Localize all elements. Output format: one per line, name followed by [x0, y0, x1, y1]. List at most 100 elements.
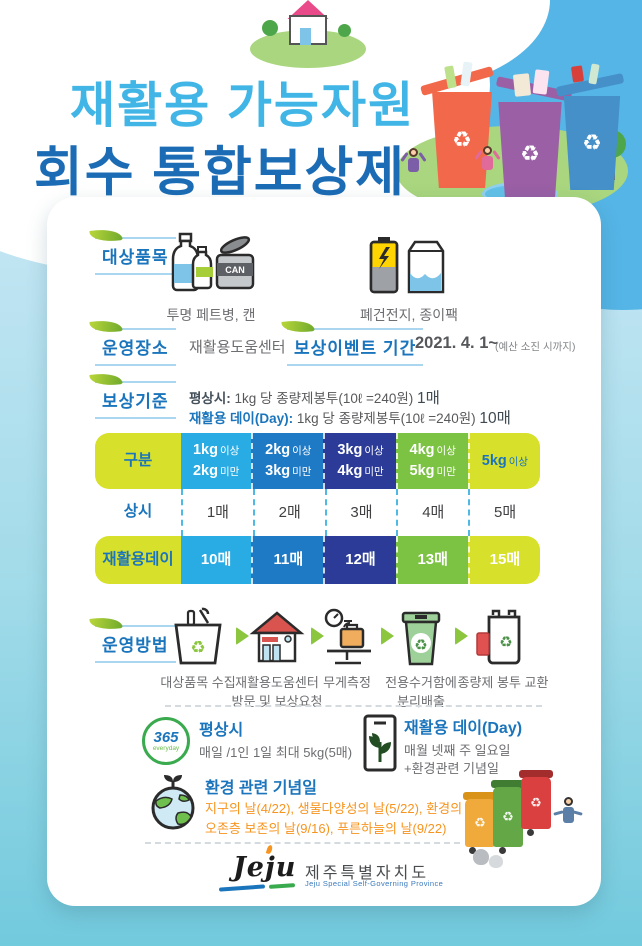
- table-header-row: 구분 1kg 이상 2kg 미만 2kg 이상 3kg 미만 3kg 이상 4kg 미만 4…: [95, 433, 540, 489]
- section-label-method: 운영방법: [89, 615, 176, 663]
- bin-wheel: [469, 847, 476, 854]
- recycle-icon: ♻: [520, 141, 540, 166]
- recycle-center-icon: [249, 611, 305, 663]
- normal-day-title: 평상시: [199, 722, 244, 739]
- anniversary-title: 환경 관련 기념일: [205, 780, 317, 797]
- leaf-icon: [89, 615, 123, 632]
- recycle-icon: ♻: [530, 795, 542, 810]
- target-items-caption-1: 투명 페트병, 캔: [166, 307, 256, 323]
- table-day-row: 재활용데이 10매 11매 12매 13매 15매: [95, 536, 540, 584]
- bin-lid-illustration: [519, 770, 553, 778]
- anniversary-line2: 오존층 보존의 날(9/16), 푸른하늘의 날(9/22): [205, 821, 447, 836]
- poster-title-line1: 재활용 가능자원: [70, 79, 416, 133]
- bin-lid-illustration: [491, 780, 525, 788]
- sprout-sign-icon: [363, 714, 397, 772]
- table-range-cell: 5kg 이상: [467, 433, 540, 489]
- person-illustration: [400, 148, 427, 182]
- leaf-icon: [281, 318, 315, 335]
- table-row-label: 상시: [123, 503, 153, 521]
- recycle-day-desc1: 매월 넷째 주 일요일: [404, 743, 511, 758]
- collection-box-icon: ♻: [401, 611, 441, 666]
- person-illustration: [474, 146, 501, 180]
- section-label-event-period: 보상이벤트 기간: [281, 318, 424, 366]
- event-period-note: (예산 소진 시까지): [495, 341, 576, 353]
- leaf-icon: [89, 227, 123, 244]
- poster-title-line2: 회수 통합보상제: [34, 143, 407, 202]
- paper-scrap-illustration: [532, 69, 550, 95]
- step-arrow-icon: [455, 627, 468, 645]
- event-period-value: 2021. 4. 1~: [415, 334, 499, 352]
- recycle-icon: ♻: [499, 634, 512, 651]
- section-label-criteria: 보상기준: [89, 371, 176, 419]
- divider: [165, 705, 542, 707]
- table-day-cell: 10매: [181, 536, 252, 584]
- normal-day-desc: 매일 /1인 1일 최대 5kg(5매): [199, 745, 353, 760]
- table-normal-cell: 4매: [396, 489, 468, 536]
- recycle-day-title: 재활용 데이(Day): [404, 720, 523, 737]
- table-day-cell: 13매: [395, 536, 468, 584]
- recycle-day-desc2: +환경관련 기념일: [404, 761, 499, 776]
- table-day-cell: 12매: [323, 536, 396, 584]
- content-card: 대상품목 CAN 투명 페트병, 캔 폐건전지, 종이팩: [47, 197, 601, 906]
- table-normal-cell: 5매: [468, 489, 540, 536]
- method-step-5: ♻ 종량제 봉투 교환: [453, 607, 553, 693]
- weight-scale-icon: [324, 608, 371, 665]
- step-arrow-icon: [311, 627, 324, 645]
- recycle-bin-blue-illustration: ♻: [563, 96, 621, 190]
- bin-wheel: [499, 847, 506, 854]
- table-day-cell: 15매: [467, 536, 540, 584]
- section-label-place: 운영장소: [89, 318, 176, 366]
- table-day-cell: 11매: [251, 536, 324, 584]
- recycle-icon: ♻: [582, 130, 602, 155]
- person-illustration: [553, 797, 583, 831]
- recycle-icon: ♻: [502, 809, 514, 824]
- table-range-cell: 4kg 이상 5kg 미만: [395, 433, 468, 489]
- target-items-caption-2: 폐건전지, 종이팩: [360, 307, 458, 323]
- criteria-line-2: 재활용 데이(Day): 1kg 당 종량제봉투(10ℓ =240원) 10매: [189, 410, 511, 427]
- trash-bag-illustration: [489, 855, 503, 868]
- criteria-line-1: 평상시: 1kg 당 종량제봉투(10ℓ =240원) 1매: [189, 390, 440, 407]
- table-range-cell: 2kg 이상 3kg 미만: [251, 433, 324, 489]
- 365-everyday-badge: 365 everyday: [142, 717, 190, 765]
- table-range-cell: 3kg 이상 4kg 미만: [323, 433, 396, 489]
- battery-carton-icon: [369, 237, 445, 294]
- divider: [145, 842, 460, 844]
- pet-bottle-can-icon: CAN: [171, 232, 255, 292]
- method-step-3: 무게측정: [297, 607, 397, 693]
- method-step-4: ♻ 전용수거함에 분리배출: [371, 607, 471, 712]
- leaf-icon: [89, 371, 123, 388]
- small-bin-red-illustration: ♻: [521, 777, 551, 829]
- recycle-icon: ♻: [474, 815, 486, 830]
- small-bin-yellow-illustration: ♻: [465, 799, 495, 847]
- step-arrow-icon: [236, 627, 249, 645]
- org-name-en: Jeju Special Self-Governing Province: [305, 879, 444, 888]
- method-step-1: ♻ 대상품목 수집: [148, 607, 248, 693]
- step-arrow-icon: [381, 627, 394, 645]
- anniversary-line1: 지구의 날(4/22), 생물다양성의 날(5/22), 환경의 날(6/5),: [205, 801, 508, 816]
- recycle-bin-purple-illustration: ♻: [498, 102, 562, 206]
- table-range-cell: 1kg 이상 2kg 미만: [181, 433, 252, 489]
- bin-wheel: [527, 829, 534, 836]
- table-normal-cell: 3매: [324, 489, 397, 536]
- jeju-logo: Jeju: [218, 844, 296, 892]
- recycle-icon: ♻: [414, 637, 427, 654]
- bag-exchange-icon: ♻: [476, 609, 521, 665]
- logo-underline-green: [268, 883, 296, 889]
- org-name: 제주특별자치도: [305, 865, 430, 882]
- trash-bag-illustration: [473, 849, 489, 865]
- cup-scrap-illustration: [570, 65, 585, 83]
- section-label-target-items: 대상품목: [89, 227, 176, 275]
- earth-sprout-icon: [151, 775, 195, 830]
- recycle-icon: ♻: [190, 638, 205, 657]
- house-door-illustration: [300, 28, 311, 45]
- table-col-header: 구분: [95, 433, 181, 489]
- table-normal-cell: 2매: [252, 489, 325, 536]
- table-normal-cell: 1매: [181, 489, 253, 536]
- paper-scrap-illustration: [512, 73, 532, 97]
- recycle-bin-orange-illustration: ♻: [432, 92, 492, 188]
- can-label: CAN: [225, 265, 245, 275]
- bin-lid-illustration: [463, 792, 497, 800]
- small-bin-green-illustration: ♻: [493, 787, 523, 847]
- tree-illustration: [262, 20, 278, 36]
- table-normal-row: 상시 1매 2매 3매 4매 5매: [95, 489, 540, 536]
